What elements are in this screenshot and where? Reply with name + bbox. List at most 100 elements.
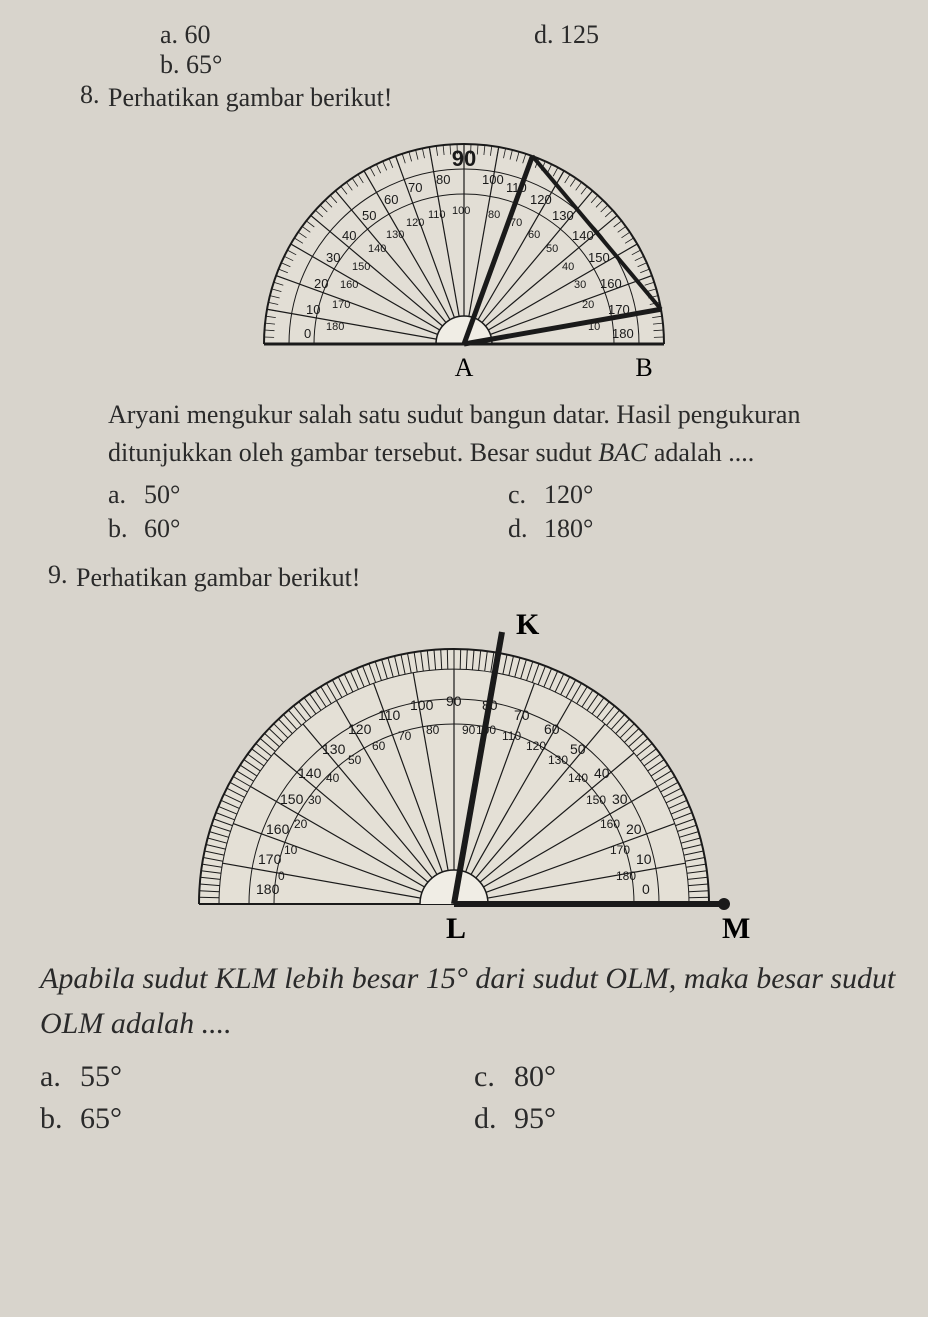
svg-text:20: 20	[294, 817, 308, 831]
svg-text:70: 70	[398, 729, 412, 743]
q9-italic-olm2: OLM	[40, 1007, 103, 1040]
q7-opt-d-text: 125	[560, 20, 599, 49]
q8-protractor: 90 0 10 20 30 40 50 60 70 80 100 110 120…	[244, 124, 684, 384]
svg-text:160: 160	[600, 276, 622, 291]
q9-label-k: K	[516, 608, 540, 641]
svg-text:70: 70	[510, 217, 522, 229]
q8-opt-a: a.50°	[108, 478, 508, 512]
svg-text:40: 40	[594, 765, 610, 781]
q9-italic-olm1: OLM	[605, 962, 668, 995]
svg-text:20: 20	[626, 821, 642, 837]
svg-text:160: 160	[266, 821, 290, 837]
q8-label-a: A	[455, 353, 474, 382]
q9-opt-d: d.95°	[474, 1098, 908, 1140]
svg-text:170: 170	[332, 299, 350, 311]
svg-text:90: 90	[446, 693, 462, 709]
svg-text:40: 40	[562, 261, 574, 273]
q7-opt-a: a. 60	[160, 20, 534, 50]
q7-opt-b-text: 65°	[186, 50, 222, 79]
svg-text:90: 90	[462, 723, 476, 737]
q9-label-l: L	[446, 912, 466, 944]
svg-text:10: 10	[284, 843, 298, 857]
q8-options: a.50° c.120° b.60° d.180°	[108, 478, 908, 546]
svg-text:170: 170	[258, 851, 282, 867]
svg-text:170: 170	[610, 843, 630, 857]
svg-text:40: 40	[326, 771, 340, 785]
svg-text:50: 50	[546, 243, 558, 255]
svg-text:160: 160	[340, 279, 358, 291]
svg-text:50: 50	[362, 208, 376, 223]
q8-bold-90-label: 90	[452, 146, 476, 171]
q7-opt-d: d. 125	[534, 20, 908, 50]
svg-text:180: 180	[256, 881, 280, 897]
svg-text:70: 70	[408, 180, 422, 195]
q9-prompt: Perhatikan gambar berikut!	[76, 560, 908, 596]
svg-text:130: 130	[548, 753, 568, 767]
q7-opt-b: b. 65°	[20, 50, 908, 80]
svg-text:110: 110	[378, 707, 401, 723]
svg-text:50: 50	[348, 753, 362, 767]
svg-text:180: 180	[326, 321, 344, 333]
svg-text:140: 140	[572, 228, 594, 243]
svg-text:140: 140	[568, 771, 588, 785]
svg-text:170: 170	[608, 302, 630, 317]
svg-text:130: 130	[322, 741, 346, 757]
svg-text:180: 180	[616, 869, 636, 883]
svg-text:10: 10	[306, 302, 320, 317]
svg-text:100: 100	[482, 172, 504, 187]
svg-text:120: 120	[530, 192, 552, 207]
svg-text:150: 150	[588, 250, 610, 265]
svg-text:70: 70	[514, 707, 530, 723]
svg-text:140: 140	[368, 243, 386, 255]
svg-text:80: 80	[482, 697, 498, 713]
q8-opt-c: c.120°	[508, 478, 908, 512]
svg-text:30: 30	[326, 250, 340, 265]
q7-opt-a-text: 60	[185, 20, 211, 49]
svg-text:0: 0	[642, 881, 650, 897]
q9-italic-klm: KLM	[215, 962, 277, 995]
q8-figure: 90 0 10 20 30 40 50 60 70 80 100 110 120…	[20, 124, 908, 384]
svg-text:100: 100	[410, 697, 434, 713]
svg-text:10: 10	[636, 851, 652, 867]
svg-text:160: 160	[600, 817, 620, 831]
svg-text:140: 140	[298, 765, 322, 781]
svg-text:20: 20	[582, 299, 594, 311]
q9-body-text: Apabila sudut KLM lebih besar 15° dari s…	[40, 956, 908, 1046]
svg-text:0: 0	[304, 326, 311, 341]
svg-text:110: 110	[502, 729, 521, 743]
svg-text:20: 20	[314, 276, 328, 291]
svg-text:60: 60	[384, 192, 398, 207]
svg-text:30: 30	[612, 791, 628, 807]
q9-label-m: M	[722, 912, 750, 944]
svg-text:30: 30	[574, 279, 586, 291]
svg-text:130: 130	[386, 229, 404, 241]
svg-text:130: 130	[552, 208, 574, 223]
svg-text:0: 0	[278, 869, 285, 883]
q9-row: 9. Perhatikan gambar berikut!	[48, 560, 908, 596]
q8-number: 8.	[80, 80, 108, 116]
svg-text:120: 120	[406, 217, 424, 229]
svg-text:150: 150	[280, 791, 304, 807]
svg-text:110: 110	[428, 209, 446, 221]
q9-number: 9.	[48, 560, 76, 596]
q8-prompt: Perhatikan gambar berikut!	[108, 80, 908, 116]
svg-text:180: 180	[612, 326, 634, 341]
svg-text:120: 120	[526, 739, 546, 753]
q8-opt-d: d.180°	[508, 512, 908, 546]
q9-opt-c: c.80°	[474, 1056, 908, 1098]
svg-text:100: 100	[452, 205, 470, 217]
q9-protractor: 180 170 160 150 140 130 120 110 100 90 8…	[174, 604, 754, 944]
q9-opt-a: a.55°	[40, 1056, 474, 1098]
svg-text:10: 10	[588, 321, 600, 333]
q8-italic-bac: BAC	[598, 438, 647, 467]
svg-text:40: 40	[342, 228, 356, 243]
svg-text:80: 80	[488, 209, 500, 221]
svg-text:150: 150	[586, 793, 606, 807]
svg-text:60: 60	[544, 721, 560, 737]
q9-options: a.55° c.80° b.65° d.95°	[40, 1056, 908, 1140]
svg-text:110: 110	[506, 180, 527, 195]
q9-figure: 180 170 160 150 140 130 120 110 100 90 8…	[20, 604, 908, 944]
svg-text:80: 80	[426, 723, 440, 737]
svg-text:50: 50	[570, 741, 586, 757]
q8-row: 8. Perhatikan gambar berikut!	[80, 80, 908, 116]
